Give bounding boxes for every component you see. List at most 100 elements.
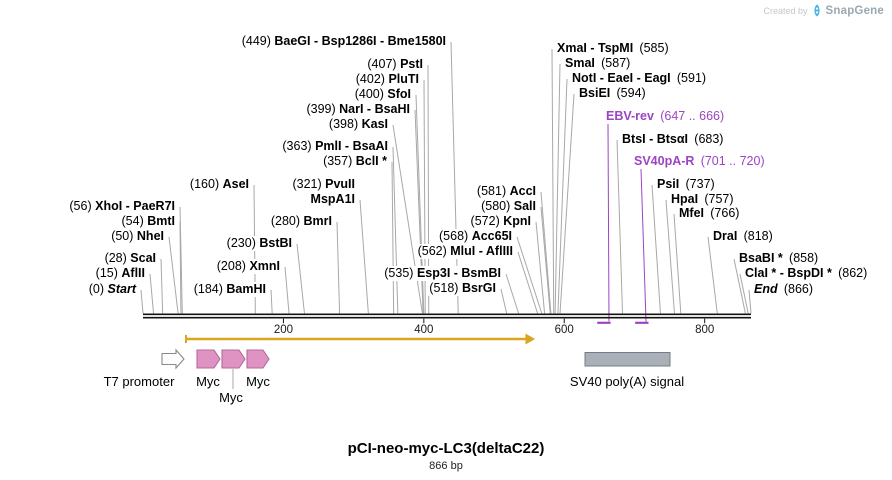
title-block: pCI-neo-myc-LC3(deltaC22) 866 bp bbox=[0, 440, 892, 472]
site-label-766-mfei[interactable]: MfeI (766) bbox=[678, 206, 741, 221]
myc-tag-arrow[interactable] bbox=[221, 349, 246, 369]
site-label-400-sfoi[interactable]: (400) SfoI bbox=[353, 87, 412, 102]
site-label-580-sali[interactable]: (580) SalI bbox=[480, 199, 537, 214]
polya-signal-box[interactable] bbox=[584, 352, 671, 367]
sv40-polya-label[interactable]: SV40 poly(A) signal bbox=[569, 374, 685, 389]
site-label-737-psii[interactable]: PsiI (737) bbox=[656, 177, 716, 192]
leader-line bbox=[168, 236, 179, 314]
leader-line bbox=[284, 266, 290, 314]
site-label-757-hpai[interactable]: HpaI (757) bbox=[670, 192, 735, 207]
leader-line bbox=[179, 221, 182, 314]
ruler-tick-label: 200 bbox=[273, 323, 293, 336]
site-label-407-psti[interactable]: (407) PstI bbox=[366, 57, 424, 72]
leader-line bbox=[359, 199, 369, 314]
site-label-562-mlui-afliii[interactable]: (562) MluI - AflIII bbox=[416, 244, 514, 259]
leader-line bbox=[616, 139, 624, 314]
leader-line bbox=[733, 258, 746, 314]
leader-line bbox=[651, 184, 661, 314]
leader-line bbox=[392, 124, 423, 314]
site-label-402-pluti[interactable]: (402) PluTI bbox=[354, 72, 420, 87]
site-label-594-bsiei[interactable]: BsiEI (594) bbox=[578, 86, 647, 101]
myc-tag-arrow[interactable] bbox=[246, 349, 270, 369]
leader-line bbox=[391, 161, 395, 314]
site-label-720-sv40pa-r[interactable]: SV40pA-R (701 .. 720) bbox=[633, 154, 766, 169]
leader-line bbox=[559, 93, 575, 314]
site-label-184-bamhi[interactable]: (184) BamHI bbox=[192, 282, 267, 297]
site-label-449-baegi-bsp1286i-bme1580i[interactable]: (449) BaeGI - Bsp1286I - Bme1580I bbox=[240, 34, 447, 49]
leader-line bbox=[707, 236, 718, 314]
myc-tag-label[interactable]: Myc bbox=[196, 374, 220, 389]
leader-line bbox=[296, 243, 305, 314]
leader-line bbox=[665, 199, 675, 314]
leader-line bbox=[535, 221, 546, 314]
plasmid-title: pCI-neo-myc-LC3(deltaC22) bbox=[347, 440, 545, 457]
myc-tag-label[interactable]: Myc bbox=[219, 390, 243, 405]
watermark: Created by SnapGene bbox=[763, 4, 884, 17]
site-label-568-acc65i[interactable]: (568) Acc65I bbox=[438, 229, 513, 244]
leader-line bbox=[500, 288, 508, 314]
site-label-587-smai[interactable]: SmaI (587) bbox=[564, 56, 632, 71]
site-label-208-xmni[interactable]: (208) XmnI bbox=[215, 259, 281, 274]
leader-line bbox=[160, 258, 164, 314]
site-label-230-bstbi[interactable]: (230) BstBI bbox=[225, 236, 293, 251]
leader-line bbox=[140, 289, 144, 314]
leader-line bbox=[554, 63, 561, 314]
watermark-brand: SnapGene bbox=[825, 4, 884, 17]
leader-line bbox=[414, 109, 424, 314]
myc-tag-arrow[interactable] bbox=[196, 349, 221, 369]
leader-line bbox=[640, 168, 647, 322]
site-label-585-xmai-tspmi[interactable]: XmaI - TspMI (585) bbox=[556, 41, 670, 56]
leader-line bbox=[505, 273, 520, 314]
orf-arrowhead-icon[interactable] bbox=[525, 333, 536, 345]
site-label-56-xhoi-paer7i[interactable]: (56) XhoI - PaeR7I bbox=[68, 199, 176, 214]
site-label-862-clai-bspdi[interactable]: ClaI * - BspDI * (862) bbox=[744, 266, 869, 281]
site-label-591-noti-eaei-eagi[interactable]: NotI - EaeI - EagI (591) bbox=[571, 71, 708, 86]
site-label-535-esp3i-bsmbi[interactable]: (535) Esp3I - BsmBI bbox=[383, 266, 502, 281]
leader-line bbox=[336, 221, 341, 314]
leader-line bbox=[607, 123, 610, 322]
site-label-363-pmli-bsaai[interactable]: (363) PmlI - BsaAI bbox=[281, 139, 389, 154]
site-label-399-nari-bsahi[interactable]: (399) NarI - BsaHI bbox=[305, 102, 411, 117]
site-label-818-drai[interactable]: DraI (818) bbox=[712, 229, 774, 244]
leader-line bbox=[517, 251, 539, 314]
site-label-280-bmri[interactable]: (280) BmrI bbox=[269, 214, 333, 229]
leader-line bbox=[748, 289, 752, 314]
leader-line bbox=[149, 273, 155, 314]
plasmid-length: 866 bp bbox=[429, 460, 463, 472]
site-label-50-nhei[interactable]: (50) NheI bbox=[110, 229, 165, 244]
site-label-321-mspa1i[interactable]: MspA1I bbox=[309, 192, 356, 207]
site-label-0-start[interactable]: (0) Start bbox=[87, 282, 137, 297]
leader-line bbox=[540, 206, 551, 314]
site-label-572-kpni[interactable]: (572) KpnI bbox=[469, 214, 532, 229]
promoter-arrow[interactable] bbox=[161, 348, 185, 370]
watermark-prefix: Created by bbox=[763, 5, 808, 16]
leader-line bbox=[739, 273, 749, 314]
site-label-683-btsi-bts-i[interactable]: BtsI - BtsαI (683) bbox=[621, 132, 725, 147]
site-label-15-aflii[interactable]: (15) AflII bbox=[94, 266, 146, 281]
myc-tag-label[interactable]: Myc bbox=[246, 374, 270, 389]
leader-line bbox=[392, 146, 399, 314]
leader-line bbox=[673, 213, 682, 314]
site-label-581-acci[interactable]: (581) AccI bbox=[475, 184, 537, 199]
site-label-858-bsabi[interactable]: BsaBI * (858) bbox=[738, 251, 820, 266]
site-label-160-asei[interactable]: (160) AseI bbox=[188, 177, 250, 192]
snapgene-logo-icon bbox=[812, 4, 822, 17]
site-label-398-kasi[interactable]: (398) KasI bbox=[327, 117, 389, 132]
site-label-518-bsrgi[interactable]: (518) BsrGI bbox=[428, 281, 497, 296]
site-label-866-end[interactable]: End (866) bbox=[753, 282, 815, 297]
leader-line bbox=[557, 78, 568, 314]
site-label-28-scai[interactable]: (28) ScaI bbox=[103, 251, 157, 266]
t7-promoter-label[interactable]: T7 promoter bbox=[103, 374, 175, 389]
ruler-tick-label: 600 bbox=[554, 323, 574, 336]
leader-line bbox=[551, 48, 555, 314]
ruler-tick-label: 800 bbox=[695, 323, 715, 336]
site-label-321-pvuii[interactable]: (321) PvuII bbox=[291, 177, 356, 192]
site-label-666-ebv-rev[interactable]: EBV-rev (647 .. 666) bbox=[605, 109, 726, 124]
ruler-tick-label: 400 bbox=[414, 323, 434, 336]
site-label-54-bmti[interactable]: (54) BmtI bbox=[120, 214, 176, 229]
leader-line bbox=[270, 289, 273, 314]
leader-line bbox=[540, 191, 552, 314]
site-label-357-bcli[interactable]: (357) BclI * bbox=[322, 154, 388, 169]
